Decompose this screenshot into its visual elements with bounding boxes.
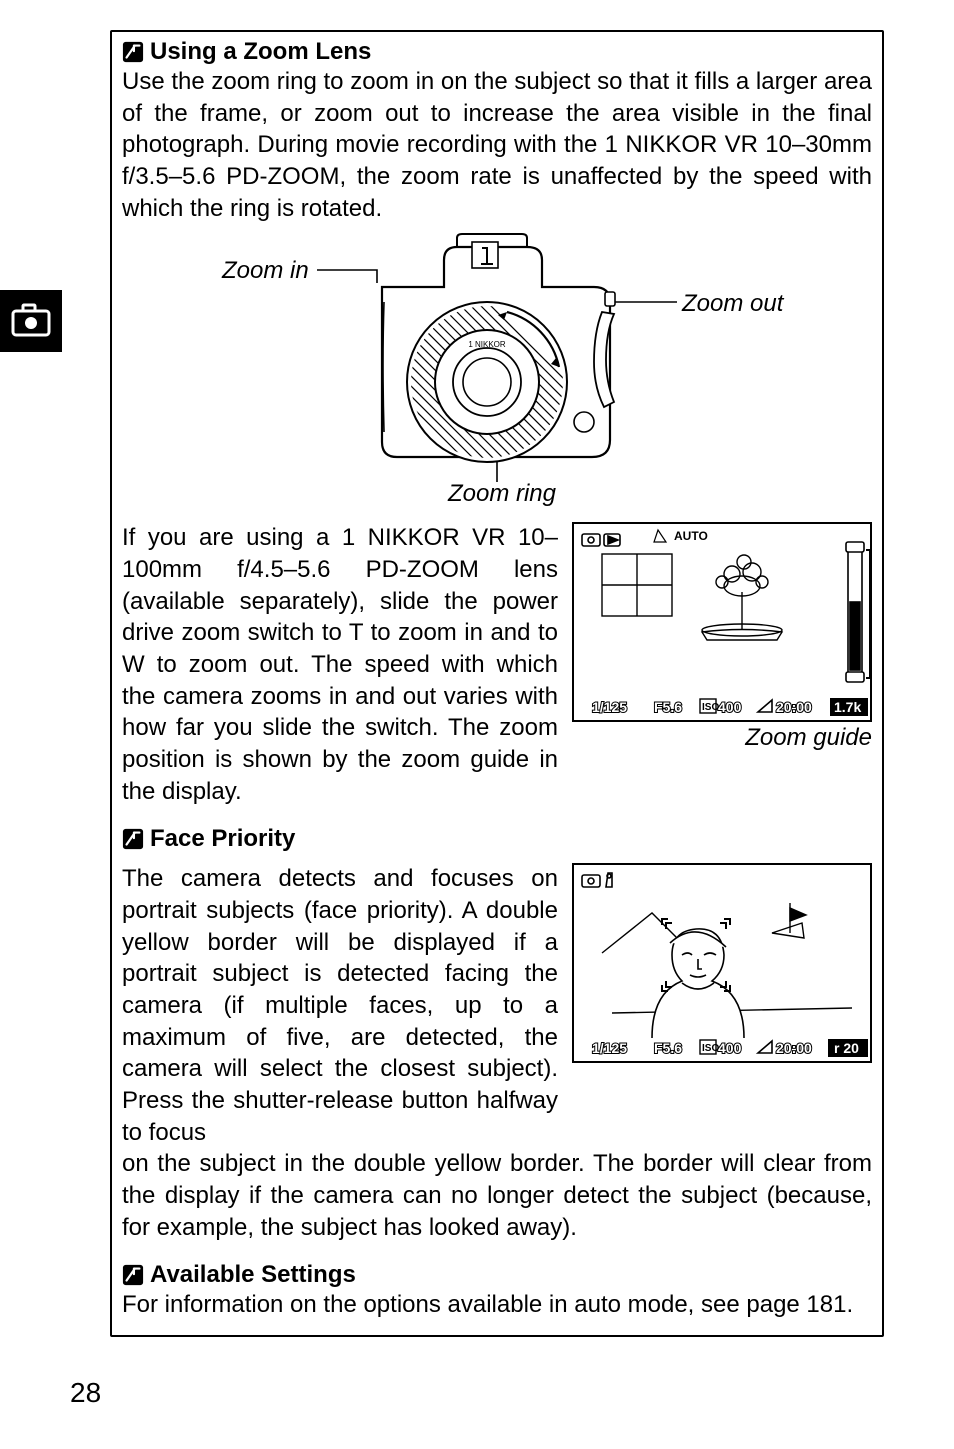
content-box: Using a Zoom Lens Use the zoom ring to z… [110, 30, 884, 1337]
note-icon [122, 41, 144, 63]
body-text: Use the zoom ring to zoom in on the subj… [122, 66, 872, 224]
svg-text:1 NIKKOR: 1 NIKKOR [468, 340, 506, 349]
svg-text:ISO: ISO [702, 702, 719, 713]
svg-text:F5.6: F5.6 [654, 1040, 682, 1056]
svg-text:1/125: 1/125 [592, 1040, 627, 1056]
note-heading-zoom-lens: Using a Zoom Lens [122, 38, 872, 66]
svg-text:20:00: 20:00 [776, 1040, 812, 1056]
zoom-lens-figure: Zoom in Zoom out Zoom ring [122, 232, 872, 512]
lcd-zoom-guide: AUTO [572, 522, 872, 722]
zoom-guide-caption: Zoom guide [572, 724, 872, 752]
label-zoom-in: Zoom in [222, 257, 309, 285]
note-heading-available-settings: Available Settings [122, 1261, 872, 1289]
note-title: Available Settings [150, 1261, 356, 1289]
zoom-guide-row: If you are using a 1 NIKKOR VR 10–100mm … [122, 522, 872, 807]
page: Using a Zoom Lens Use the zoom ring to z… [0, 0, 954, 1449]
body-text: on the subject in the double yellow bord… [122, 1148, 872, 1243]
svg-text:ISO: ISO [702, 1043, 719, 1054]
body-text: If you are using a 1 NIKKOR VR 10–100mm … [122, 522, 558, 807]
svg-text:400: 400 [718, 699, 742, 715]
svg-text:F5.6: F5.6 [654, 699, 682, 715]
lcd-face-priority: 1/125 F5.6 ISO 400 20:00 r 20 [572, 863, 872, 1063]
page-number: 28 [70, 1377, 884, 1409]
note-title: Using a Zoom Lens [150, 38, 371, 66]
svg-text:20:00: 20:00 [776, 699, 812, 715]
note-icon [122, 828, 144, 850]
label-zoom-out: Zoom out [682, 290, 783, 318]
note-heading-face-priority: Face Priority [122, 825, 872, 853]
camera-line-art: 1 NIKKOR [362, 232, 642, 472]
note-icon [122, 1264, 144, 1286]
body-text: For information on the options available… [122, 1289, 872, 1321]
face-priority-row: The camera detects and focuses on portra… [122, 863, 872, 1148]
note-title: Face Priority [150, 825, 295, 853]
body-text: The camera detects and focuses on portra… [122, 863, 558, 1148]
svg-text:AUTO: AUTO [674, 529, 708, 543]
label-zoom-ring: Zoom ring [382, 480, 622, 508]
svg-text:400: 400 [718, 1040, 742, 1056]
svg-text:1/125: 1/125 [592, 699, 627, 715]
svg-text:1.7k: 1.7k [834, 699, 861, 715]
svg-text:r 20: r 20 [834, 1040, 859, 1056]
